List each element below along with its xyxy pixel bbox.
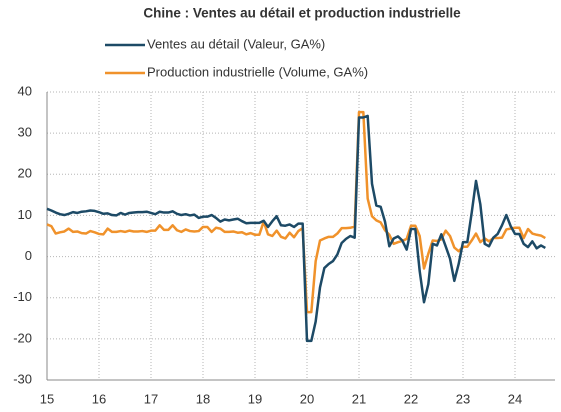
y-tick-label: -20	[13, 330, 32, 345]
y-tick-label: 30	[18, 125, 32, 140]
chart-title: Chine : Ventes au détail et production i…	[143, 6, 461, 21]
x-tick-label: 21	[352, 391, 366, 406]
legend-label: Ventes au détail (Valeur, GA%)	[147, 36, 325, 51]
x-tick-label: 22	[404, 391, 418, 406]
y-tick-label: -30	[13, 371, 32, 386]
x-tick-label: 24	[508, 391, 522, 406]
legend-label: Production industrielle (Volume, GA%)	[147, 64, 368, 79]
y-tick-label: 0	[25, 248, 32, 263]
x-tick-label: 19	[248, 391, 262, 406]
y-tick-label: 20	[18, 166, 32, 181]
x-tick-label: 15	[40, 391, 54, 406]
x-tick-label: 23	[456, 391, 470, 406]
x-tick-label: 18	[196, 391, 210, 406]
y-tick-label: 40	[18, 83, 32, 98]
x-tick-label: 17	[144, 391, 158, 406]
x-tick-label: 20	[300, 391, 314, 406]
x-tick-label: 16	[92, 391, 106, 406]
y-tick-label: 10	[18, 207, 32, 222]
y-tick-label: -10	[13, 289, 32, 304]
series-line	[46, 114, 546, 343]
